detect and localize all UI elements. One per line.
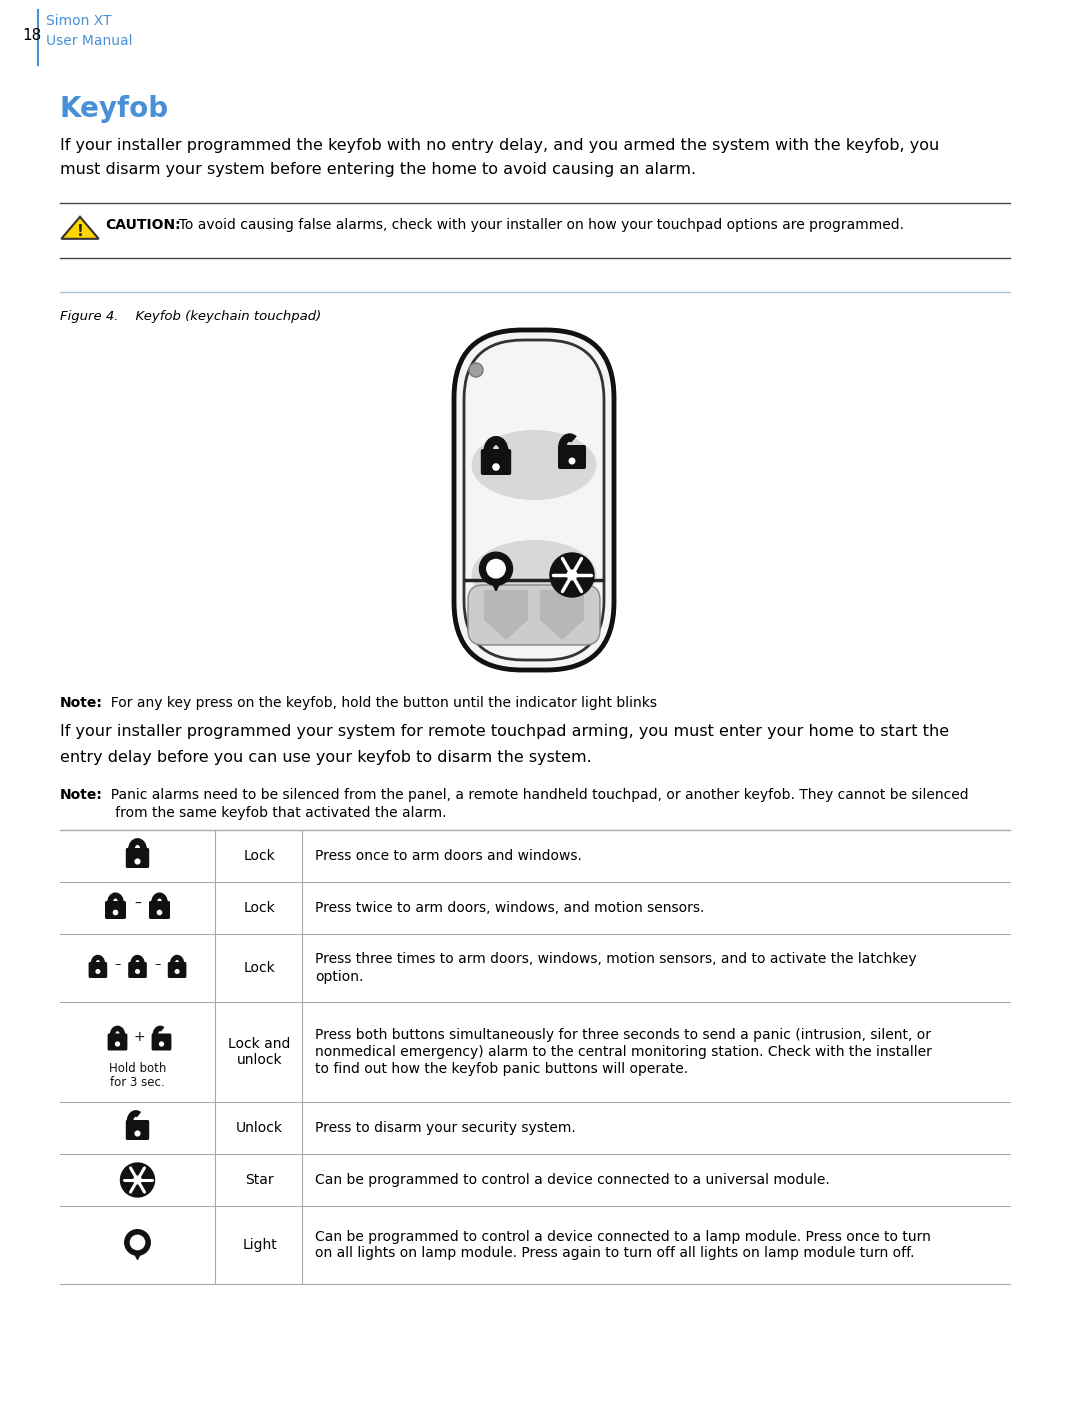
Text: from the same keyfob that activated the alarm.: from the same keyfob that activated the … bbox=[102, 806, 447, 820]
Circle shape bbox=[96, 969, 99, 973]
Text: To avoid causing false alarms, check with your installer on how your touchpad op: To avoid causing false alarms, check wit… bbox=[170, 219, 904, 231]
FancyBboxPatch shape bbox=[89, 962, 107, 978]
FancyBboxPatch shape bbox=[468, 585, 600, 646]
Text: 18: 18 bbox=[22, 28, 42, 43]
FancyBboxPatch shape bbox=[105, 901, 126, 920]
Text: Simon XT: Simon XT bbox=[46, 14, 111, 28]
Text: Keyfob: Keyfob bbox=[60, 95, 169, 123]
Circle shape bbox=[480, 552, 512, 585]
Text: Lock: Lock bbox=[244, 901, 276, 915]
Text: Press three times to arm doors, windows, motion sensors, and to activate the lat: Press three times to arm doors, windows,… bbox=[315, 952, 916, 966]
FancyBboxPatch shape bbox=[128, 962, 146, 978]
Text: CAUTION:: CAUTION: bbox=[105, 219, 181, 231]
Ellipse shape bbox=[471, 430, 597, 499]
Text: Hold both: Hold both bbox=[109, 1061, 166, 1074]
Text: on all lights on lamp module. Press again to turn off all lights on lamp module : on all lights on lamp module. Press agai… bbox=[315, 1246, 914, 1260]
Text: Figure 4.    Keyfob (keychain touchpad): Figure 4. Keyfob (keychain touchpad) bbox=[60, 309, 322, 324]
Circle shape bbox=[486, 559, 506, 578]
FancyBboxPatch shape bbox=[168, 962, 186, 978]
Circle shape bbox=[125, 1230, 151, 1256]
Text: Note:: Note: bbox=[60, 695, 103, 710]
Text: Can be programmed to control a device connected to a universal module.: Can be programmed to control a device co… bbox=[315, 1174, 830, 1188]
FancyBboxPatch shape bbox=[481, 448, 511, 475]
Text: –: – bbox=[154, 958, 160, 972]
Polygon shape bbox=[131, 1247, 143, 1260]
Circle shape bbox=[549, 553, 594, 597]
Circle shape bbox=[115, 1042, 120, 1046]
Circle shape bbox=[157, 911, 161, 915]
FancyBboxPatch shape bbox=[126, 849, 150, 868]
Ellipse shape bbox=[471, 541, 597, 610]
Text: User Manual: User Manual bbox=[46, 34, 133, 48]
FancyBboxPatch shape bbox=[126, 1120, 150, 1139]
Polygon shape bbox=[540, 590, 584, 640]
Text: Lock and
unlock: Lock and unlock bbox=[229, 1037, 291, 1067]
Polygon shape bbox=[61, 217, 98, 238]
Text: Unlock: Unlock bbox=[236, 1121, 283, 1135]
FancyBboxPatch shape bbox=[454, 331, 614, 670]
Circle shape bbox=[113, 911, 118, 915]
Polygon shape bbox=[484, 590, 528, 640]
Text: nonmedical emergency) alarm to the central monitoring station. Check with the in: nonmedical emergency) alarm to the centr… bbox=[315, 1044, 932, 1059]
Text: Lock: Lock bbox=[244, 849, 276, 863]
Circle shape bbox=[130, 1236, 144, 1250]
Polygon shape bbox=[489, 575, 503, 590]
Text: !: ! bbox=[77, 224, 83, 238]
FancyBboxPatch shape bbox=[149, 901, 170, 920]
Text: Panic alarms need to be silenced from the panel, a remote handheld touchpad, or : Panic alarms need to be silenced from th… bbox=[102, 788, 969, 802]
Circle shape bbox=[135, 858, 140, 864]
Circle shape bbox=[568, 570, 577, 580]
Text: to find out how the keyfob panic buttons will operate.: to find out how the keyfob panic buttons… bbox=[315, 1061, 688, 1076]
Text: Star: Star bbox=[245, 1174, 274, 1188]
Circle shape bbox=[569, 458, 575, 464]
Text: –: – bbox=[114, 958, 121, 972]
Text: Press once to arm doors and windows.: Press once to arm doors and windows. bbox=[315, 849, 582, 863]
Text: for 3 sec.: for 3 sec. bbox=[110, 1076, 165, 1088]
Text: option.: option. bbox=[315, 969, 363, 983]
Text: –: – bbox=[134, 897, 141, 911]
Circle shape bbox=[493, 464, 499, 470]
Text: If your installer programmed the keyfob with no entry delay, and you armed the s: If your installer programmed the keyfob … bbox=[60, 138, 940, 153]
Text: For any key press on the keyfob, hold the button until the indicator light blink: For any key press on the keyfob, hold th… bbox=[102, 695, 657, 710]
Text: Press twice to arm doors, windows, and motion sensors.: Press twice to arm doors, windows, and m… bbox=[315, 901, 704, 915]
Text: Lock: Lock bbox=[244, 961, 276, 975]
Text: must disarm your system before entering the home to avoid causing an alarm.: must disarm your system before entering … bbox=[60, 162, 696, 177]
FancyBboxPatch shape bbox=[108, 1033, 127, 1050]
Circle shape bbox=[134, 1176, 141, 1183]
Text: +: + bbox=[134, 1030, 145, 1044]
FancyBboxPatch shape bbox=[152, 1033, 171, 1050]
Circle shape bbox=[469, 363, 483, 377]
Text: Press both buttons simultaneously for three seconds to send a panic (intrusion, : Press both buttons simultaneously for th… bbox=[315, 1027, 931, 1042]
Text: Note:: Note: bbox=[60, 788, 103, 802]
Text: entry delay before you can use your keyfob to disarm the system.: entry delay before you can use your keyf… bbox=[60, 751, 592, 765]
Circle shape bbox=[135, 1131, 140, 1135]
Circle shape bbox=[159, 1042, 164, 1046]
Text: If your installer programmed your system for remote touchpad arming, you must en: If your installer programmed your system… bbox=[60, 724, 949, 739]
Text: Light: Light bbox=[242, 1237, 277, 1252]
Circle shape bbox=[136, 969, 139, 973]
FancyBboxPatch shape bbox=[558, 446, 586, 470]
Circle shape bbox=[121, 1164, 155, 1198]
Text: Press to disarm your security system.: Press to disarm your security system. bbox=[315, 1121, 576, 1135]
Text: Can be programmed to control a device connected to a lamp module. Press once to : Can be programmed to control a device co… bbox=[315, 1229, 931, 1243]
Circle shape bbox=[175, 969, 179, 973]
